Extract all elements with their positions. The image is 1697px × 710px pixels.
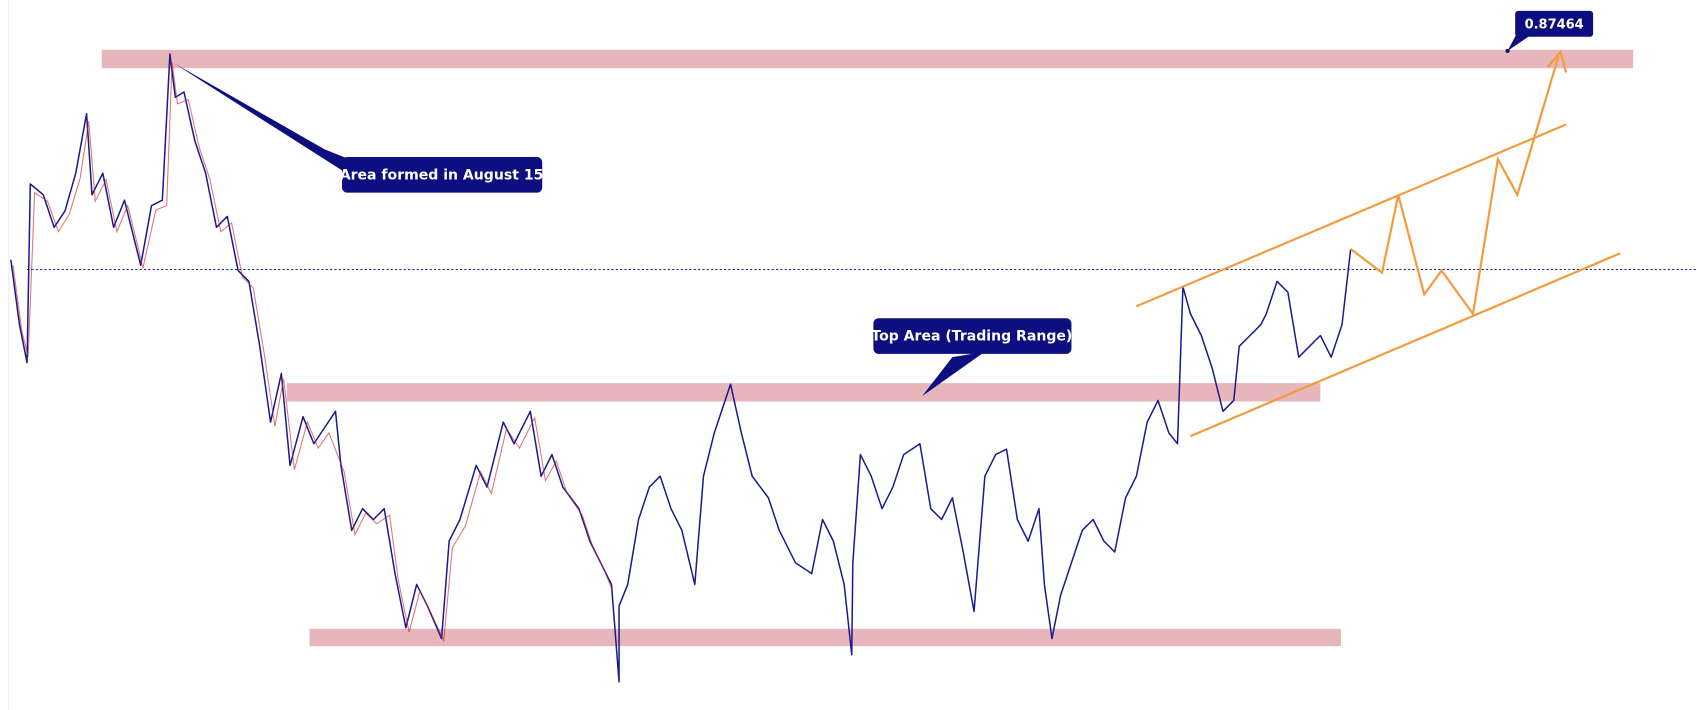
callout-pointer (1507, 32, 1532, 51)
resistance-band (101, 49, 1634, 69)
annotation: Top Area (Trading Range) (871, 329, 1072, 345)
price-series (10, 53, 1352, 683)
trading-range-top (286, 383, 1321, 402)
projection-arrowhead (1546, 49, 1568, 73)
price-label: 0.87464 (1525, 17, 1584, 32)
callout-pointer (173, 62, 358, 174)
annotation: Area formed in August 15 (340, 167, 544, 183)
price-label-box (1515, 10, 1594, 37)
callout-box (341, 156, 543, 193)
price-point (1505, 48, 1510, 54)
callout-pointer (922, 351, 985, 397)
channel-lower (1190, 252, 1621, 438)
price-series-down (12, 62, 614, 643)
channel-upper (1135, 123, 1567, 308)
trading-range-bottom (309, 628, 1341, 647)
projection-path (1350, 55, 1560, 317)
callout-box (873, 318, 1072, 354)
